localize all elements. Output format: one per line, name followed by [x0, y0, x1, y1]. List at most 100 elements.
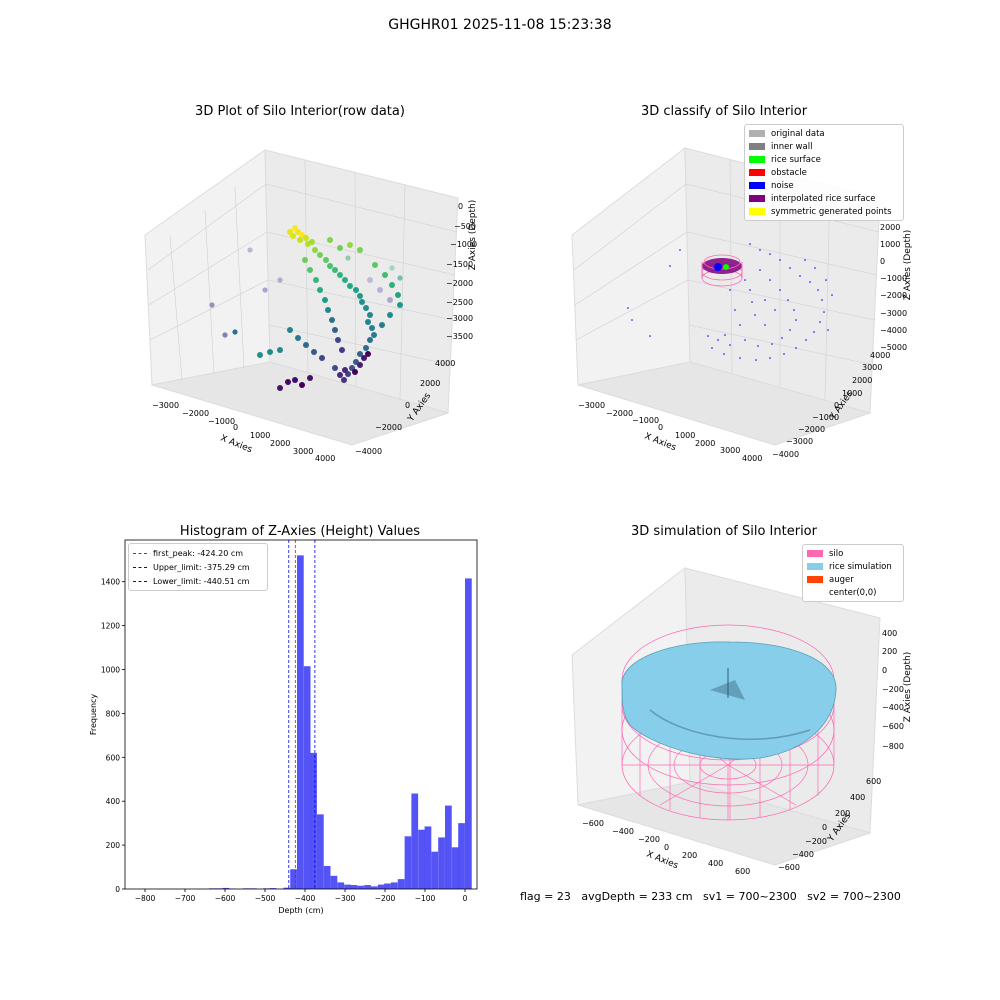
histogram-bar	[445, 805, 452, 889]
histogram-y-tick-label: 1200	[101, 622, 120, 631]
histogram-bar	[391, 882, 398, 889]
classify-3d-tick-labels: −3000 −2000 −1000 0 1000 2000 3000 4000 …	[578, 223, 907, 463]
histogram-chart: −800 −700 −600 −500 −400 −300 −200 −100 0 0 200 40…	[89, 539, 478, 915]
sim-xtick: 400	[708, 859, 723, 868]
histogram-bar	[303, 666, 311, 889]
raw-xtick: 0	[233, 423, 238, 432]
histogram-bar	[297, 555, 304, 889]
legend-swatch	[749, 156, 765, 163]
legend-label: symmetric generated points	[771, 206, 892, 217]
classify-ztick: −5000	[880, 343, 907, 352]
classify-legend: original data inner wall rice surface ob…	[744, 124, 904, 221]
classify-ztick: 2000	[880, 223, 900, 232]
simulation-3d-plot: −600 −400 −200 0 200 400 600 600 400 200…	[571, 567, 913, 876]
legend-entry: interpolated rice surface	[749, 192, 899, 205]
classify-ytick: 0	[834, 401, 839, 410]
sim-ytick: 400	[850, 793, 865, 802]
histogram-bar	[269, 888, 277, 889]
classify-xtick: −2000	[606, 409, 633, 418]
histogram-bar	[431, 851, 439, 889]
histogram-x-axis-label: Depth (cm)	[278, 906, 323, 915]
histogram-bar	[350, 885, 358, 889]
histogram-bar	[371, 886, 378, 889]
histogram-y-tick-label: 600	[106, 753, 121, 762]
histogram-bar	[290, 869, 297, 889]
legend-entry: rice surface	[749, 153, 899, 166]
classify-ztick: −2000	[880, 291, 907, 300]
classify-z-axis-label: Z Axies (Depth)	[903, 230, 913, 301]
classify-ytick: 2000	[852, 376, 872, 385]
histogram-bar	[283, 887, 291, 889]
raw-ztick: −2000	[446, 279, 473, 288]
histogram-x-ticks: −800 −700 −600 −500 −400 −300 −200 −100 0	[135, 889, 468, 903]
raw-ytick: −4000	[355, 447, 382, 456]
raw-ytick: 4000	[435, 359, 455, 368]
histogram-legend: first_peak: -424.20 cm Upper_limit: -375…	[128, 543, 268, 591]
figure-title: GHGHR01 2025-11-08 15:23:38	[388, 17, 612, 33]
raw-ytick: 2000	[420, 379, 440, 388]
histogram-x-tick-label: −700	[175, 894, 196, 903]
histogram-bar	[323, 865, 331, 889]
legend-label: inner wall	[771, 141, 813, 152]
classify-plot-title: 3D classify of Silo Interior	[640, 104, 808, 119]
legend-label: interpolated rice surface	[771, 193, 876, 204]
histogram-y-tick-label: 0	[115, 885, 120, 894]
histogram-bar	[337, 882, 345, 889]
legend-label: noise	[771, 180, 794, 191]
legend-label: original data	[771, 128, 825, 139]
classify-ztick: −3000	[880, 309, 907, 318]
legend-swatch	[807, 550, 823, 557]
histogram-x-tick-label: −600	[215, 894, 236, 903]
classify-xtick: 4000	[742, 454, 762, 463]
sim-xtick: −600	[582, 819, 604, 828]
raw-ztick: −3500	[446, 332, 473, 341]
histogram-y-axis-label: Frequency	[89, 694, 98, 736]
classify-xtick: 2000	[695, 439, 715, 448]
legend-entry: Lower_limit: -440.51 cm	[133, 574, 263, 588]
histogram-bar	[418, 829, 425, 889]
classify-ytick: 1000	[842, 389, 862, 398]
histogram-bar	[451, 847, 459, 889]
histogram-bar	[357, 885, 365, 889]
histogram-bar	[424, 826, 432, 889]
histogram-bar	[397, 879, 405, 889]
histogram-y-tick-label: 1000	[101, 666, 120, 675]
histogram-bar	[411, 793, 419, 889]
raw-xtick: 2000	[270, 439, 290, 448]
raw-xtick: −1000	[208, 417, 235, 426]
raw-ytick: −2000	[375, 423, 402, 432]
sim-ytick: −400	[792, 850, 814, 859]
histogram-y-tick-label: 800	[106, 709, 121, 718]
legend-swatch	[749, 182, 765, 189]
classify-ztick: 1000	[880, 240, 900, 249]
sim-ztick: 400	[882, 629, 897, 638]
sim-ytick: 200	[835, 809, 850, 818]
raw-z-axis-label: Z Axies (Depth)	[468, 200, 478, 271]
histogram-bar	[458, 823, 465, 889]
sim-xtick: −200	[638, 835, 660, 844]
classify-ytick: 4000	[870, 351, 890, 360]
raw-ztick: −3000	[446, 314, 473, 323]
sim-z-axis-label: Z Axies (Depth)	[903, 652, 913, 723]
raw-xtick: −2000	[182, 409, 209, 418]
classify-xtick: 1000	[675, 431, 695, 440]
sim-xtick: 0	[664, 843, 669, 852]
legend-label: obstacle	[771, 167, 807, 178]
histogram-x-tick-label: 0	[463, 894, 468, 903]
legend-swatch	[807, 589, 823, 596]
histogram-bar	[310, 752, 317, 889]
sim-ztick: −400	[882, 703, 904, 712]
sim-ztick: 0	[882, 666, 887, 675]
histogram-x-tick-label: −100	[415, 894, 436, 903]
histogram-title: Histogram of Z-Axies (Height) Values	[179, 524, 421, 539]
histogram-x-tick-label: −300	[335, 894, 356, 903]
raw-3d-tick-labels: −3000 −2000 −1000 0 1000 2000 3000 4000 …	[152, 202, 477, 463]
classify-ytick: −3000	[786, 437, 813, 446]
rice-simulation-surface	[621, 641, 837, 760]
classify-xtick: 0	[658, 423, 663, 432]
classify-ytick: −1000	[812, 413, 839, 422]
classify-noise-points	[627, 243, 833, 361]
sim-xtick: −400	[612, 827, 634, 836]
legend-label: auger	[829, 574, 854, 585]
classify-ztick: 0	[880, 257, 885, 266]
